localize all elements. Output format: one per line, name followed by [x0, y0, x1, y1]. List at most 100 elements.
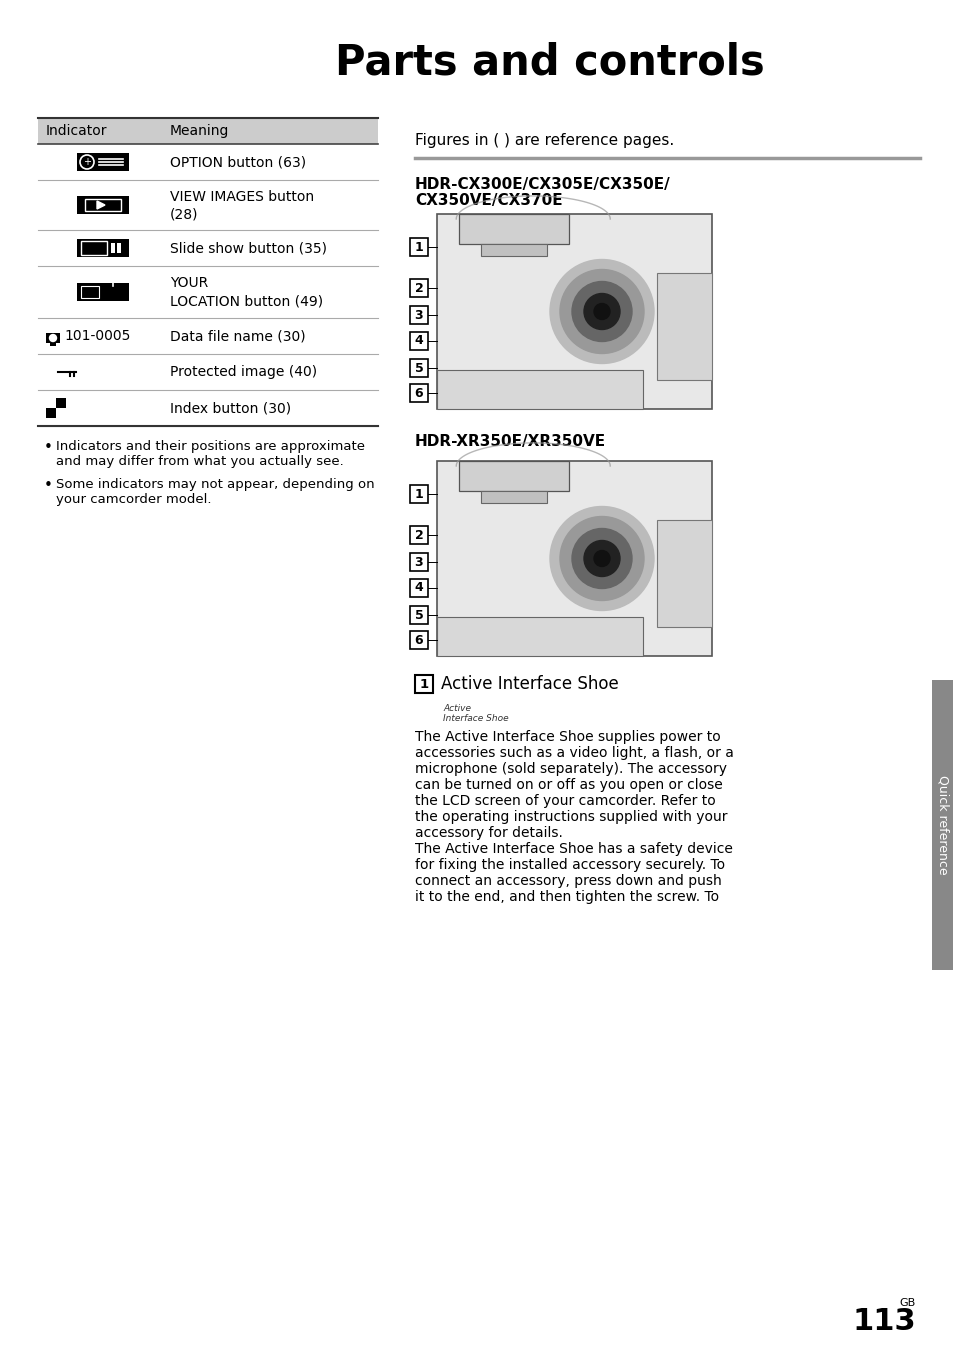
Bar	[458, 461, 568, 491]
Text: 4: 4	[415, 334, 423, 347]
Circle shape	[559, 517, 643, 601]
Bar	[436, 370, 642, 408]
Bar	[50, 342, 56, 346]
Text: 6: 6	[415, 634, 423, 647]
Text: Indicators and their positions are approximate: Indicators and their positions are appro…	[56, 440, 365, 453]
Bar	[436, 214, 711, 408]
Circle shape	[572, 281, 631, 342]
Text: HDR-CX300E/CX305E/CX350E/: HDR-CX300E/CX305E/CX350E/	[415, 176, 670, 191]
Text: The Active Interface Shoe has a safety device: The Active Interface Shoe has a safety d…	[415, 841, 732, 856]
Text: it to the end, and then tighten the screw. To: it to the end, and then tighten the scre…	[415, 890, 719, 904]
Bar	[85, 199, 121, 210]
Text: HDR-XR350E/XR350VE: HDR-XR350E/XR350VE	[415, 433, 605, 449]
Bar	[410, 578, 428, 597]
Bar	[410, 331, 428, 350]
Text: 6: 6	[415, 387, 423, 400]
Bar	[480, 491, 546, 503]
Bar	[657, 520, 711, 627]
Text: LOCATION button (49): LOCATION button (49)	[170, 294, 323, 308]
Text: Meaning: Meaning	[170, 123, 229, 138]
Bar	[410, 237, 428, 256]
Text: Active: Active	[442, 704, 471, 712]
Text: Quick reference: Quick reference	[936, 775, 948, 875]
Text: +: +	[83, 157, 91, 167]
Text: 5: 5	[415, 608, 423, 622]
Bar	[657, 273, 711, 380]
Text: (28): (28)	[170, 208, 198, 221]
Bar	[458, 214, 568, 244]
Bar	[436, 617, 642, 655]
Text: Slide show button (35): Slide show button (35)	[170, 242, 327, 255]
Text: microphone (sold separately). The accessory: microphone (sold separately). The access…	[415, 763, 726, 776]
Text: Data file name (30): Data file name (30)	[170, 328, 305, 343]
Text: Parts and controls: Parts and controls	[335, 41, 764, 83]
Bar	[436, 461, 711, 655]
Text: 101-0005: 101-0005	[64, 328, 131, 343]
Text: 3: 3	[415, 309, 423, 322]
Circle shape	[594, 551, 609, 566]
Text: 1: 1	[415, 487, 423, 501]
Text: YOUR: YOUR	[170, 277, 208, 290]
Text: •: •	[44, 440, 52, 455]
Text: 1: 1	[415, 240, 423, 254]
Text: The Active Interface Shoe supplies power to: The Active Interface Shoe supplies power…	[415, 730, 720, 744]
Text: and may differ from what you actually see.: and may differ from what you actually se…	[56, 455, 343, 468]
Text: Interface Shoe: Interface Shoe	[442, 714, 508, 723]
Bar	[410, 527, 428, 544]
Circle shape	[550, 259, 654, 364]
Bar	[77, 239, 129, 256]
Bar	[931, 680, 953, 970]
Text: 3: 3	[415, 556, 423, 569]
Text: OPTION button (63): OPTION button (63)	[170, 155, 306, 170]
Bar	[77, 153, 129, 171]
Text: can be turned on or off as you open or close: can be turned on or off as you open or c…	[415, 778, 722, 792]
Text: your camcorder model.: your camcorder model.	[56, 493, 212, 506]
Bar	[410, 384, 428, 403]
Bar	[410, 607, 428, 624]
Bar	[46, 332, 60, 343]
Circle shape	[50, 334, 56, 342]
Bar	[81, 286, 99, 299]
Bar	[38, 118, 377, 144]
Circle shape	[572, 528, 631, 589]
Text: the operating instructions supplied with your: the operating instructions supplied with…	[415, 810, 727, 824]
Text: •: •	[44, 478, 52, 493]
Text: 5: 5	[415, 361, 423, 375]
Bar	[410, 486, 428, 503]
Bar	[480, 244, 546, 256]
Text: Figures in ( ) are reference pages.: Figures in ( ) are reference pages.	[415, 133, 674, 148]
Circle shape	[550, 506, 654, 611]
Text: Protected image (40): Protected image (40)	[170, 365, 316, 379]
Circle shape	[594, 304, 609, 319]
Circle shape	[559, 270, 643, 354]
Polygon shape	[97, 201, 105, 209]
Bar	[46, 398, 66, 418]
Text: 113: 113	[851, 1308, 915, 1337]
Text: 2: 2	[415, 529, 423, 541]
Bar	[410, 307, 428, 324]
Text: Index button (30): Index button (30)	[170, 402, 291, 415]
Text: GB: GB	[899, 1299, 915, 1308]
Circle shape	[583, 540, 619, 577]
Text: Active Interface Shoe: Active Interface Shoe	[440, 674, 618, 693]
Bar	[410, 554, 428, 571]
Bar	[410, 280, 428, 297]
Bar	[77, 195, 129, 214]
Text: Indicator: Indicator	[46, 123, 108, 138]
Text: the LCD screen of your camcorder. Refer to: the LCD screen of your camcorder. Refer …	[415, 794, 715, 807]
Bar	[77, 284, 129, 301]
Circle shape	[583, 293, 619, 330]
Text: VIEW IMAGES button: VIEW IMAGES button	[170, 190, 314, 204]
Text: 2: 2	[415, 282, 423, 294]
Bar	[117, 243, 121, 252]
Text: Some indicators may not appear, depending on: Some indicators may not appear, dependin…	[56, 478, 375, 491]
Text: 4: 4	[415, 581, 423, 594]
Text: accessory for details.: accessory for details.	[415, 826, 562, 840]
Text: for fixing the installed accessory securely. To: for fixing the installed accessory secur…	[415, 858, 724, 873]
Bar	[56, 408, 66, 418]
Text: CX350VE/CX370E: CX350VE/CX370E	[415, 193, 562, 208]
Bar	[410, 360, 428, 377]
Bar	[410, 631, 428, 650]
Bar	[81, 242, 107, 255]
Text: connect an accessory, press down and push: connect an accessory, press down and pus…	[415, 874, 721, 887]
